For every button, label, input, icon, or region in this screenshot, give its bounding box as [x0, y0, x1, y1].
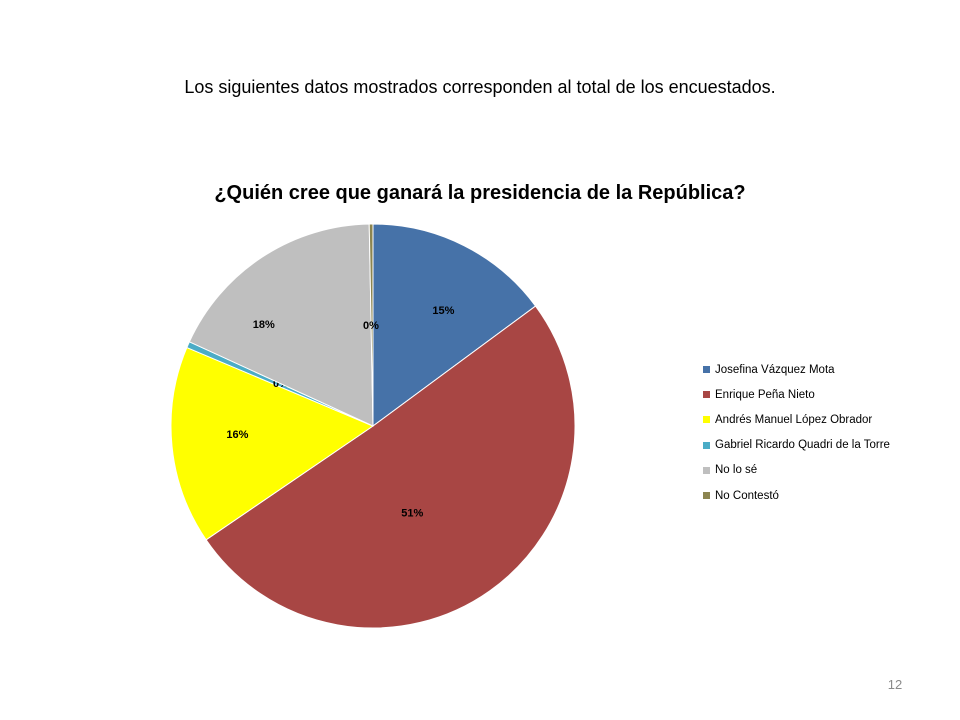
legend-swatch: [703, 416, 710, 424]
chart-legend: Josefina Vázquez Mota Enrique Peña Nieto A…: [703, 357, 890, 508]
pie-slice-3: [170, 346, 375, 541]
legend-label: Gabriel Ricardo Quadri de la Torre: [715, 439, 890, 452]
legend-swatch: [703, 391, 710, 399]
legend-swatch: [703, 492, 710, 500]
legend-item-4: Gabriel Ricardo Quadri de la Torre: [703, 433, 890, 458]
pie-slice-2: [205, 305, 576, 629]
pie-data-label-1: 15%: [432, 305, 454, 317]
legend-label: Andrés Manuel López Obrador: [715, 413, 873, 426]
page-number: 12: [887, 677, 903, 692]
legend-item-5: No lo sé: [703, 458, 890, 483]
pie-data-label-2: 51%: [401, 508, 423, 520]
legend-item-2: Enrique Peña Nieto: [703, 382, 890, 407]
legend-swatch: [703, 366, 710, 374]
legend-label: No Contestó: [715, 489, 779, 502]
legend-item-3: Andrés Manuel López Obrador: [703, 407, 890, 432]
legend-label: Enrique Peña Nieto: [715, 388, 815, 401]
legend-label: Josefina Vázquez Mota: [715, 363, 835, 376]
pie-data-label-5: 18%: [253, 319, 275, 331]
chart-title: ¿Quién cree que ganará la presidencia de…: [214, 182, 746, 204]
legend-swatch: [703, 466, 710, 474]
legend-item-1: Josefina Vázquez Mota: [703, 357, 890, 382]
pie-slice-5: [188, 223, 374, 427]
pie-data-label-3: 16%: [226, 429, 248, 441]
intro-text: Los siguientes datos mostrados correspon…: [184, 77, 776, 97]
pie-data-label-6: 0%: [363, 320, 379, 332]
legend-label: No lo sé: [715, 464, 758, 477]
pie-slice-6: [368, 223, 374, 427]
legend-item-6: No Contestó: [703, 483, 890, 508]
legend-swatch: [703, 441, 710, 449]
pie-slice-1: [372, 223, 537, 427]
